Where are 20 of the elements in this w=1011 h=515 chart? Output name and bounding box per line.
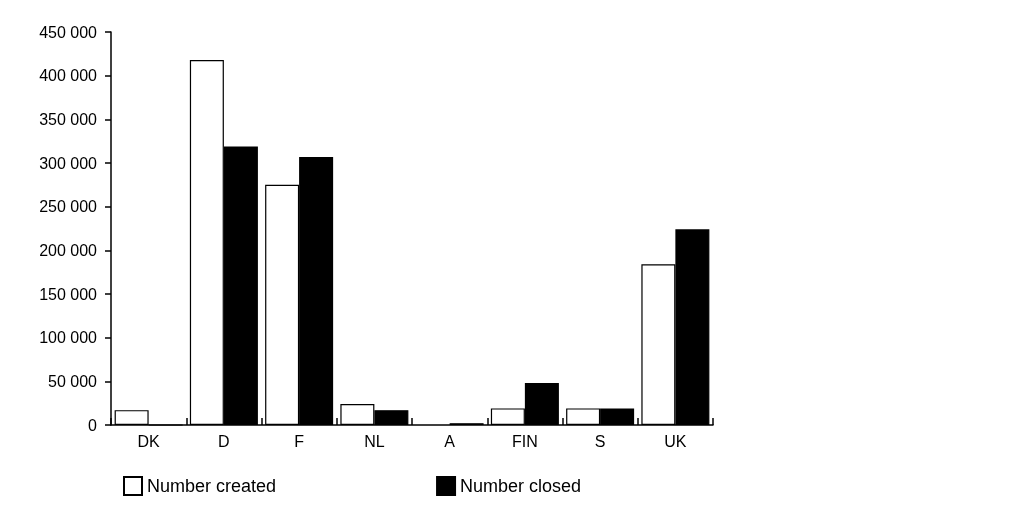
x-tick-label: D (218, 432, 230, 450)
legend-label: Number closed (460, 476, 582, 496)
x-tick-label: NL (364, 432, 385, 450)
y-tick-label: 100 000 (39, 329, 98, 347)
legend-label: Number created (147, 476, 277, 496)
y-tick-label: 450 000 (39, 23, 98, 41)
x-tick-label: A (444, 432, 456, 450)
x-tick-label: UK (664, 432, 687, 450)
x-tick-label: DK (137, 432, 161, 450)
y-tick-label: 400 000 (39, 67, 98, 85)
y-tick-label: 150 000 (39, 285, 98, 303)
x-tick-label: S (594, 432, 606, 450)
y-tick-label: 350 000 (39, 110, 98, 128)
y-tick-label: 50 000 (48, 372, 98, 390)
x-tick-label: F (294, 432, 305, 450)
y-tick-label: 300 000 (39, 154, 98, 172)
y-tick-label: 200 000 (39, 241, 98, 259)
y-tick-label: 0 (88, 416, 98, 434)
x-tick-label: FIN (511, 432, 538, 450)
y-tick-label: 250 000 (39, 198, 98, 216)
